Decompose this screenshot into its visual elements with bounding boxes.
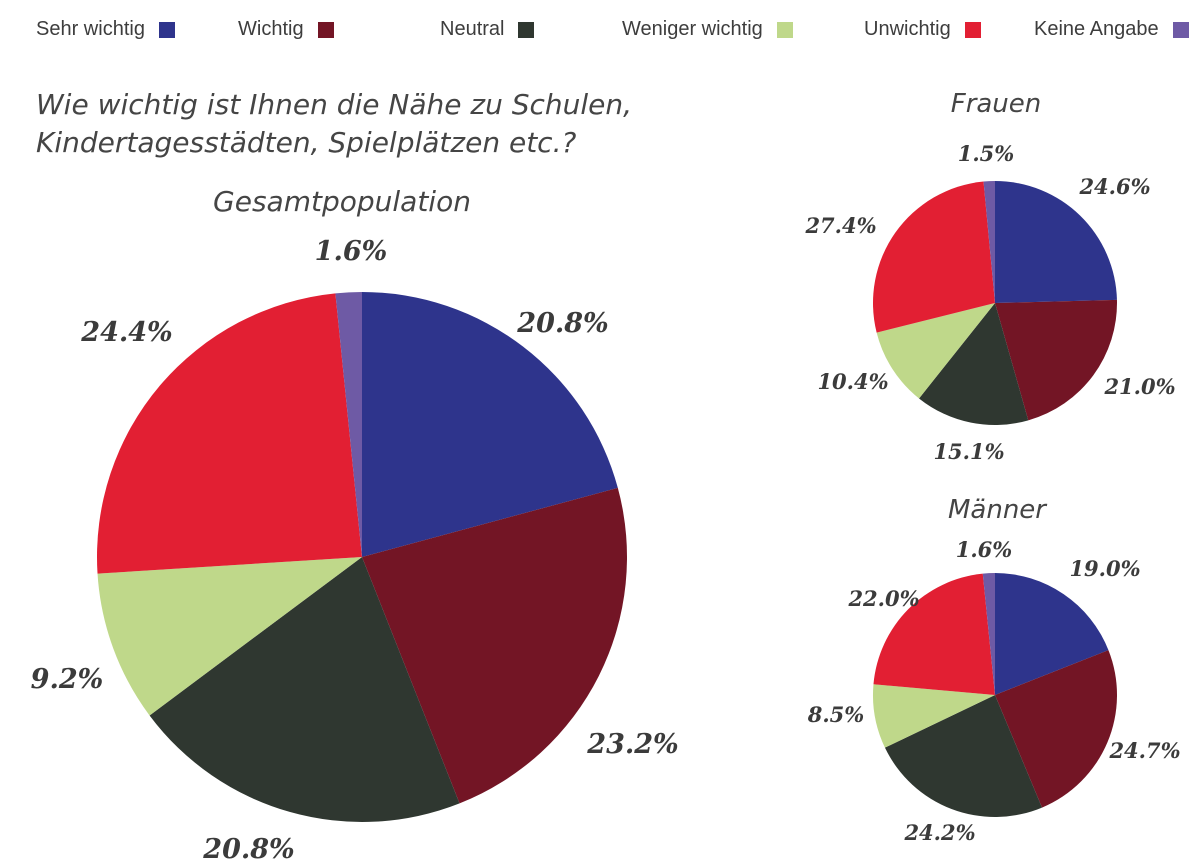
legend-label: Weniger wichtig xyxy=(622,18,763,40)
slice-label: 27.4% xyxy=(804,213,876,238)
slice-label: 24.4% xyxy=(80,317,172,348)
pie-slice xyxy=(362,487,628,804)
slice-label: 15.1% xyxy=(933,439,1004,464)
chart-title: Frauen xyxy=(951,89,1042,119)
pie-slice xyxy=(995,299,1117,421)
pie-slice xyxy=(872,181,995,333)
slice-label: 19.0% xyxy=(1069,556,1140,581)
slice-label: 24.7% xyxy=(1108,738,1180,763)
pie-slice xyxy=(983,181,995,303)
pie-slice xyxy=(335,292,362,557)
slice-label: 20.8% xyxy=(202,834,294,864)
legend-item: Weniger wichtig xyxy=(622,18,793,41)
legend-item: Keine Angabe xyxy=(1034,18,1189,41)
slice-label: 22.0% xyxy=(847,586,919,611)
legend-label: Sehr wichtig xyxy=(36,18,145,40)
legend-swatch xyxy=(158,21,175,38)
pie-slice xyxy=(149,557,460,822)
legend-label: Keine Angabe xyxy=(1034,18,1159,40)
pie-slice xyxy=(876,303,995,399)
slice-label: 24.6% xyxy=(1078,174,1150,199)
slice-label: 21.0% xyxy=(1103,374,1175,399)
slice-label: 1.6% xyxy=(315,236,388,267)
slice-label: 24.2% xyxy=(903,820,975,845)
pie-slice xyxy=(995,573,1109,695)
pie-slice xyxy=(873,573,995,695)
slice-label: 1.6% xyxy=(956,537,1013,562)
pie-slice xyxy=(96,293,362,574)
legend-swatch xyxy=(317,21,334,38)
pie-slice xyxy=(884,695,1043,818)
pie-slice xyxy=(872,684,995,748)
slice-label: 9.2% xyxy=(31,664,104,695)
slice-label: 8.5% xyxy=(807,702,865,727)
pie-slice xyxy=(362,292,618,557)
legend-item: Wichtig xyxy=(238,18,334,41)
pie-slice xyxy=(982,573,995,695)
legend-swatch xyxy=(964,21,981,38)
legend-item: Neutral xyxy=(440,18,535,41)
slice-label: 20.8% xyxy=(516,308,608,339)
pie-slice xyxy=(97,557,363,716)
slice-label: 1.5% xyxy=(958,141,1015,166)
slice-label: 10.4% xyxy=(817,369,888,394)
legend-swatch xyxy=(776,21,793,38)
legend-item: Unwichtig xyxy=(864,18,981,41)
chart-title: Männer xyxy=(948,495,1048,525)
chart-title: Gesamtpopulation xyxy=(213,185,471,218)
legend-label: Neutral xyxy=(440,18,505,40)
legend-swatch xyxy=(1172,21,1189,38)
question-text: Wie wichtig ist Ihnen die Nähe zu Schule… xyxy=(36,88,633,159)
legend-label: Wichtig xyxy=(238,18,304,40)
slice-label: 23.2% xyxy=(586,729,678,760)
decorative-edge-text xyxy=(1170,0,1200,864)
legend: Sehr wichtig Wichtig Neutral Weniger wichti… xyxy=(0,18,1200,48)
pie-slice xyxy=(995,181,1117,303)
pie-slice xyxy=(919,303,1029,426)
pie-slice xyxy=(995,650,1117,808)
legend-swatch xyxy=(518,21,535,38)
legend-item: Sehr wichtig xyxy=(36,18,175,41)
legend-label: Unwichtig xyxy=(864,18,951,40)
